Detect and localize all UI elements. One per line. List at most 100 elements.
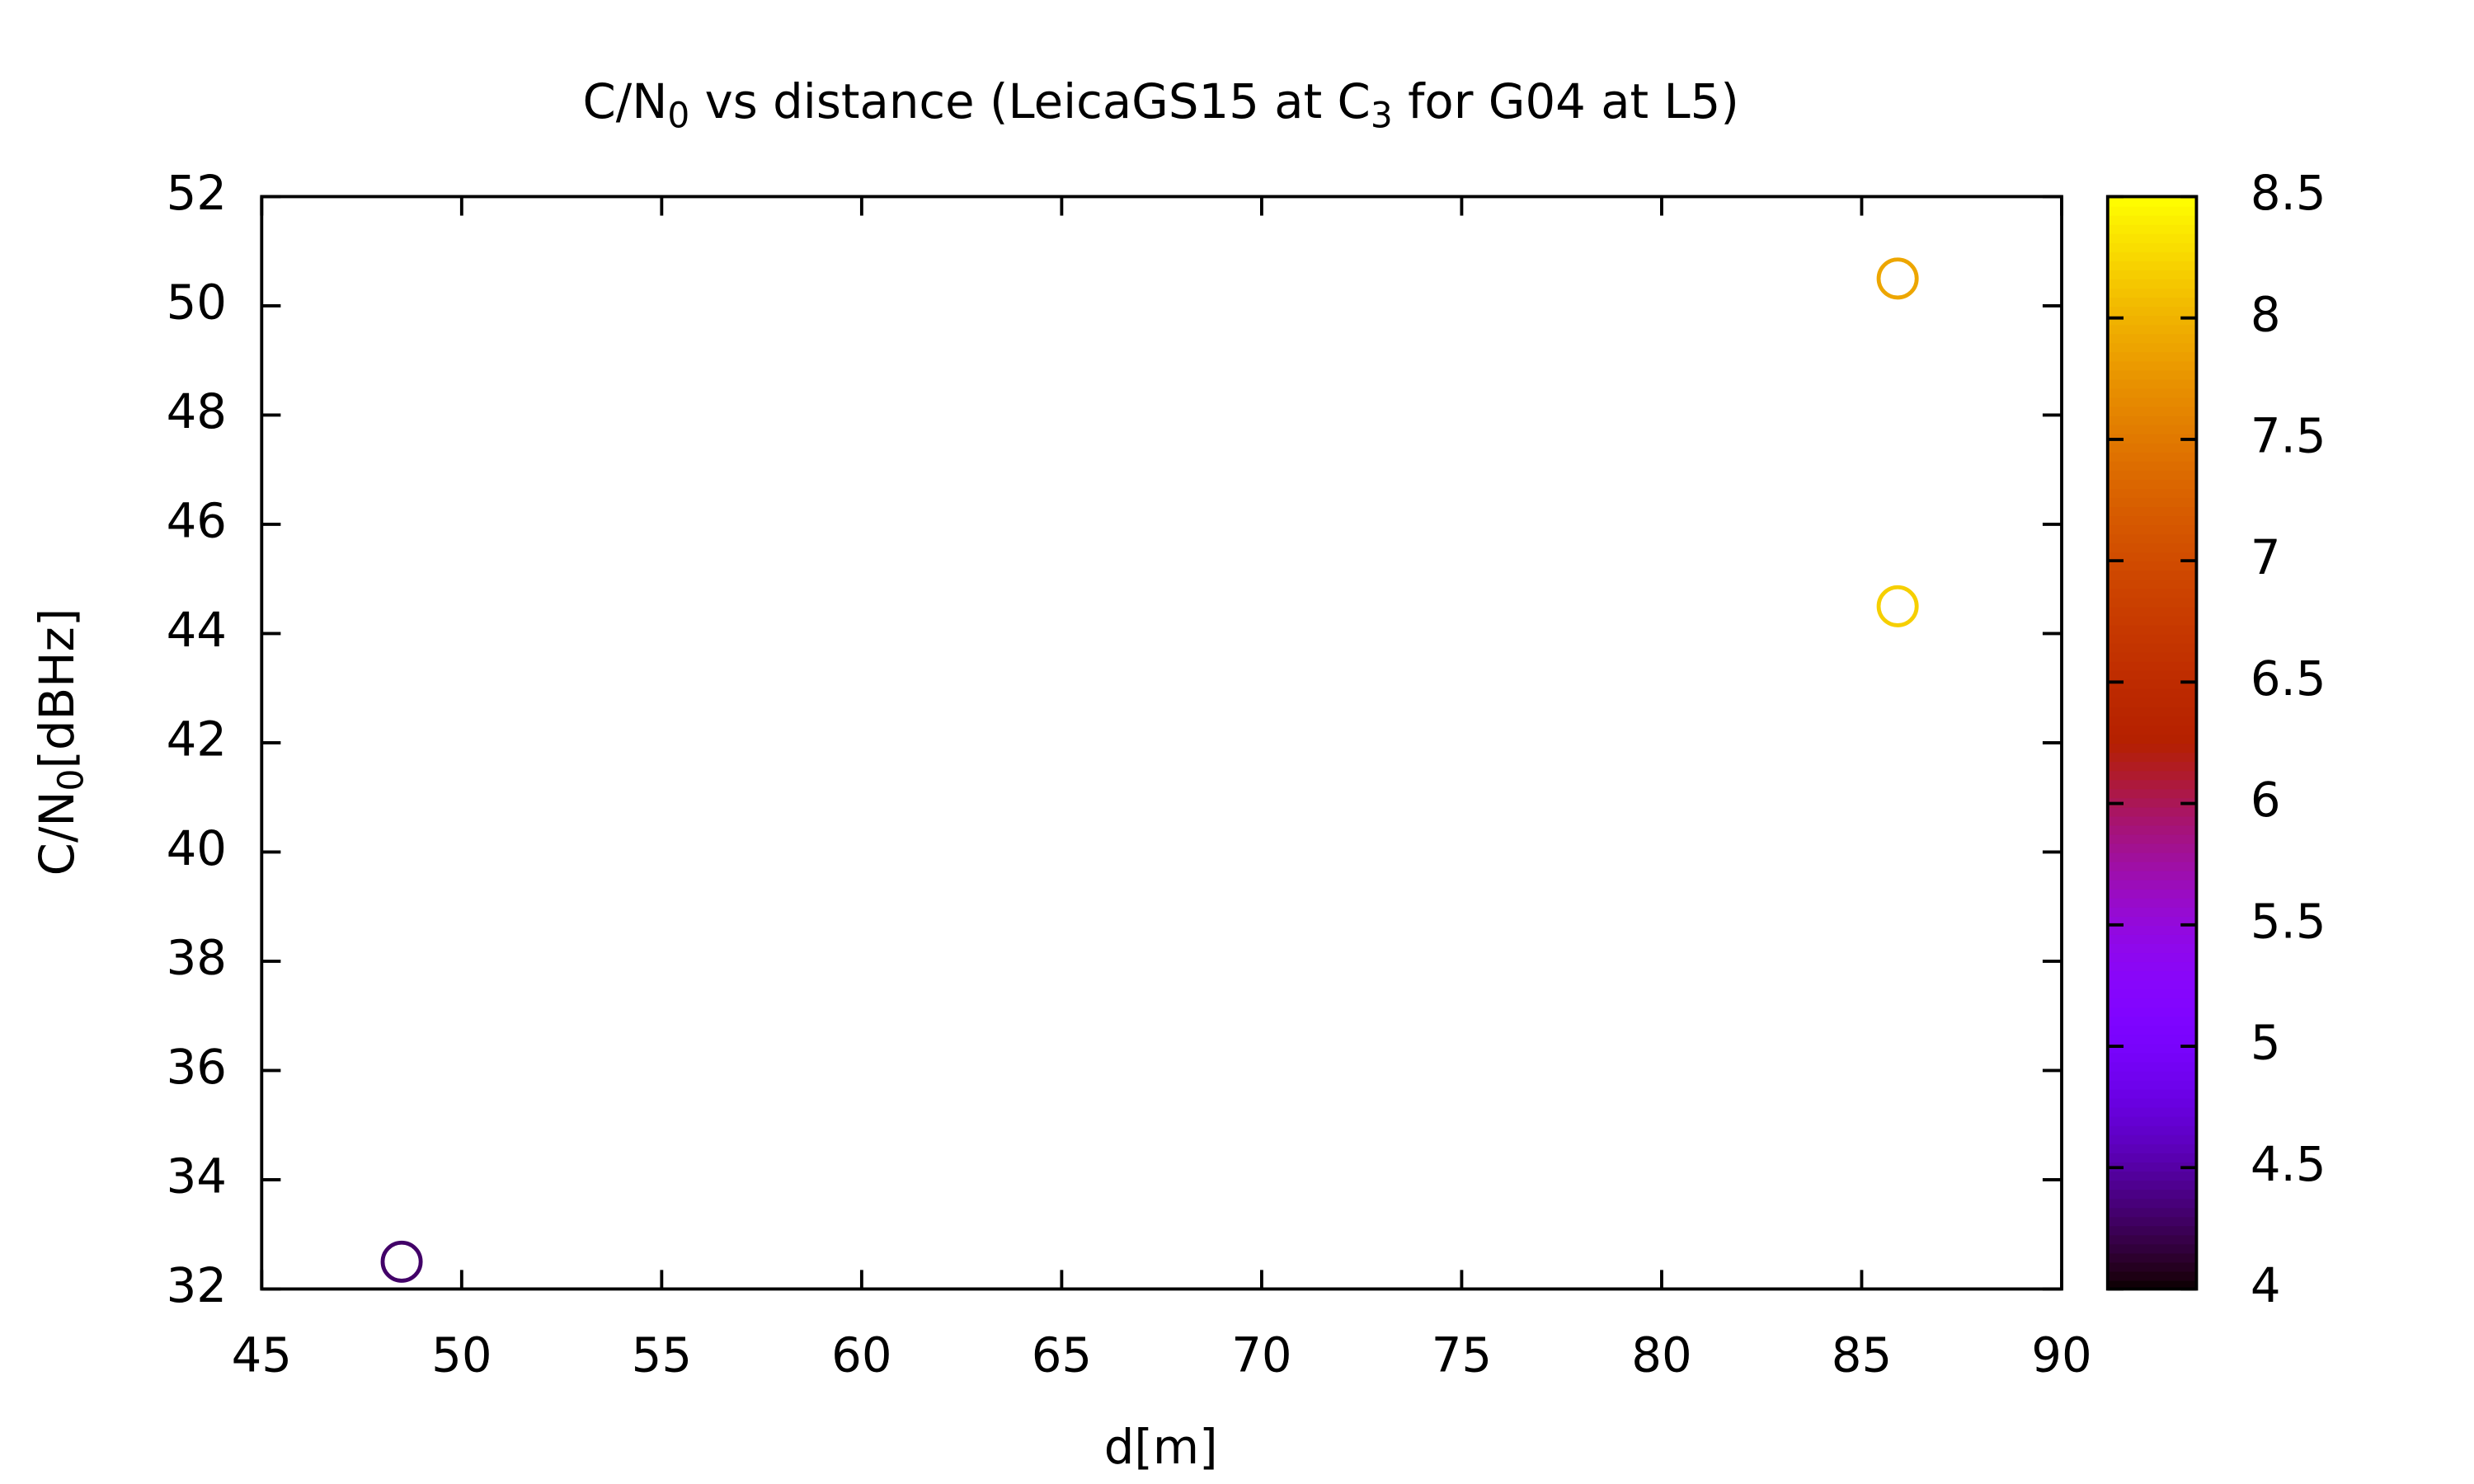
colorbar-strip [2107,533,2197,544]
colorbar-strip [2107,214,2197,225]
colorbar-strip [2107,1061,2197,1072]
colorbar-strip [2107,606,2197,617]
colorbar-strip [2107,1016,2197,1026]
colorbar-strip [2107,733,2197,744]
y-tick-label: 34 [167,1148,227,1205]
colorbar-strip [2107,406,2197,416]
y-tick-label: 52 [167,165,227,221]
colorbar-strip [2107,1161,2197,1172]
colorbar-strip [2107,724,2197,735]
colorbar-tick-label: 5 [2251,1015,2281,1071]
colorbar-strip [2107,1034,2197,1045]
x-tick-label: 75 [1432,1327,1492,1383]
colorbar-strip [2107,433,2197,444]
x-tick-label: 90 [2031,1327,2091,1383]
colorbar-tick-label: 8.5 [2251,165,2326,221]
subscript: 0 [50,769,91,791]
colorbar-strip [2107,951,2197,963]
colorbar-strip [2107,487,2197,498]
colorbar-strip [2107,824,2197,835]
colorbar-strip [2107,624,2197,635]
colorbar-strip [2107,424,2197,434]
colorbar-strip [2107,324,2197,335]
point [1876,257,1919,300]
x-tick-label: 60 [831,1327,891,1383]
colorbar-strip [2107,688,2197,698]
y-tick-label: 48 [167,383,227,439]
x-tick-label: 55 [632,1327,692,1383]
colorbar-strip [2107,269,2197,279]
colorbar-tick-label: 6 [2251,772,2281,828]
x-tick-label: 80 [1631,1327,1691,1383]
text-part: C/N [29,791,85,876]
x-axis-label: d[m] [1104,1419,1218,1475]
colorbar-tick-label: 6.5 [2251,650,2326,707]
colorbar-strip [2107,378,2197,389]
colorbar-strip [2107,232,2197,243]
colorbar-strip [2107,397,2197,407]
colorbar-strip [2107,442,2197,453]
colorbar-strip [2107,679,2197,689]
colorbar-strip [2107,315,2197,326]
colorbar-strip [2107,1261,2197,1272]
colorbar-strip [2107,915,2197,926]
colorbar-strip [2107,460,2197,471]
colorbar-strip [2107,752,2197,763]
colorbar-strip [2107,1079,2197,1090]
colorbar-tick-label: 4 [2251,1257,2281,1313]
colorbar-strip [2107,1007,2197,1017]
colorbar-strip [2107,1189,2197,1200]
colorbar-strip [2107,979,2197,990]
colorbar-strip [2107,815,2197,826]
colorbar-strip [2107,924,2197,935]
colorbar-strip [2107,552,2197,562]
colorbar-strip [2107,1243,2197,1254]
colorbar-strip [2107,1179,2197,1190]
colorbar-strip [2107,1134,2197,1144]
colorbar-strip [2107,834,2197,844]
colorbar-strip [2107,514,2197,526]
colorbar-strip [2107,1225,2197,1236]
colorbar-strip [2107,333,2197,344]
colorbar-tick-label: 5.5 [2251,893,2326,949]
colorbar-strip [2107,1025,2197,1036]
colorbar-strip [2107,1198,2197,1209]
colorbar-strip [2107,451,2197,462]
colorbar-strip [2107,879,2197,890]
x-tick-label: 85 [1832,1327,1892,1383]
colorbar-strip [2107,478,2197,489]
colorbar-strip [2107,588,2197,599]
colorbar-strip [2107,1043,2197,1054]
colorbar-strip [2107,1270,2197,1281]
subscript: 3 [1371,95,1393,135]
y-tick-label: 40 [167,820,227,876]
colorbar-strip [2107,942,2197,954]
colorbar-tick-label: 7.5 [2251,408,2326,464]
colorbar-strip [2107,351,2197,362]
colorbar-strip [2107,797,2197,808]
colorbar-strip [2107,505,2197,517]
colorbar-strip [2107,697,2197,707]
colorbar-strip [2107,542,2197,553]
text-part: for G04 at L5) [1393,73,1739,129]
x-tick-label: 45 [232,1327,292,1383]
y-tick-label: 42 [167,711,227,768]
colorbar-strip [2107,296,2197,308]
colorbar-strip [2107,970,2197,981]
colorbar-strip [2107,933,2197,945]
colorbar-strip [2107,770,2197,781]
colorbar-strip [2107,496,2197,508]
colorbar-strip [2107,251,2197,261]
y-axis-label: C/N0[dBHz] [29,608,91,876]
x-tick-label: 65 [1032,1327,1092,1383]
colorbar-strip [2107,1207,2197,1218]
colorbar-strip [2107,1143,2197,1153]
colorbar-strip [2107,360,2197,371]
colorbar-strip [2107,561,2197,571]
colorbar-strip [2107,260,2197,270]
colorbar-strip [2107,779,2197,790]
colorbar-strip [2107,1216,2197,1227]
colorbar-strip [2107,1088,2197,1099]
